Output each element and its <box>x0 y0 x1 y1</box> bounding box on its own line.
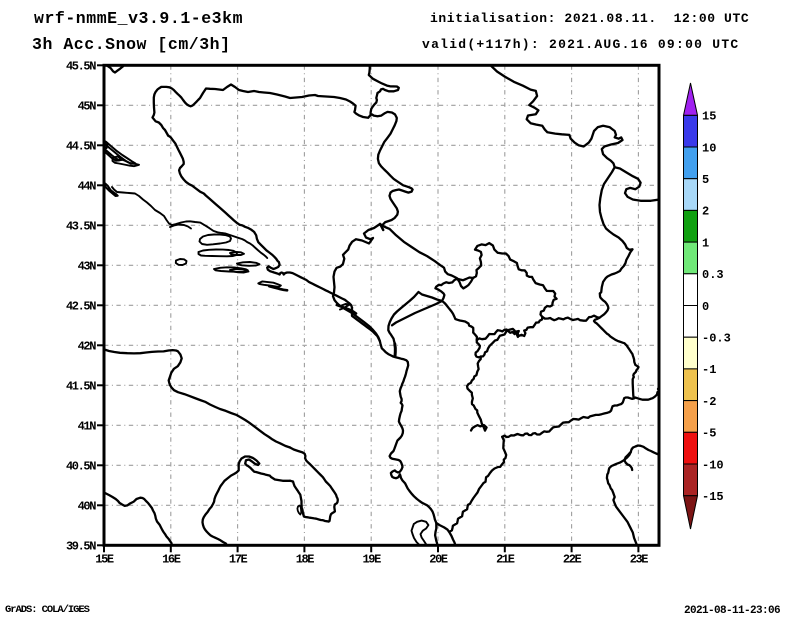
svg-text:40.5N: 40.5N <box>66 459 96 473</box>
svg-text:41.5N: 41.5N <box>66 379 96 393</box>
svg-text:-1: -1 <box>702 363 716 377</box>
svg-text:45.5N: 45.5N <box>66 59 96 73</box>
svg-text:43N: 43N <box>78 259 97 273</box>
svg-text:43.5N: 43.5N <box>66 219 96 233</box>
svg-text:42.5N: 42.5N <box>66 299 96 313</box>
svg-text:0.3: 0.3 <box>702 268 724 282</box>
svg-text:16E: 16E <box>162 552 181 566</box>
svg-text:-2: -2 <box>702 395 716 409</box>
svg-text:20E: 20E <box>429 552 448 566</box>
svg-text:23E: 23E <box>630 552 649 566</box>
svg-text:-10: -10 <box>702 458 724 472</box>
svg-text:45N: 45N <box>78 99 97 113</box>
svg-text:21E: 21E <box>496 552 515 566</box>
svg-text:-0.3: -0.3 <box>702 332 731 346</box>
svg-text:40N: 40N <box>78 499 97 513</box>
svg-text:15E: 15E <box>95 552 114 566</box>
svg-text:39.5N: 39.5N <box>66 539 96 553</box>
svg-text:18E: 18E <box>296 552 315 566</box>
svg-text:10: 10 <box>702 141 716 155</box>
svg-text:-15: -15 <box>702 490 724 504</box>
svg-text:15: 15 <box>702 110 716 124</box>
svg-text:19E: 19E <box>362 552 381 566</box>
svg-text:17E: 17E <box>229 552 248 566</box>
svg-text:44.5N: 44.5N <box>66 139 96 153</box>
svg-text:44N: 44N <box>78 179 97 193</box>
svg-text:1: 1 <box>702 236 709 250</box>
svg-text:22E: 22E <box>563 552 582 566</box>
svg-text:-5: -5 <box>702 427 716 441</box>
svg-text:41N: 41N <box>78 419 97 433</box>
svg-text:0: 0 <box>702 300 709 314</box>
svg-text:5: 5 <box>702 173 709 187</box>
svg-text:42N: 42N <box>78 339 97 353</box>
svg-text:2: 2 <box>702 205 709 219</box>
